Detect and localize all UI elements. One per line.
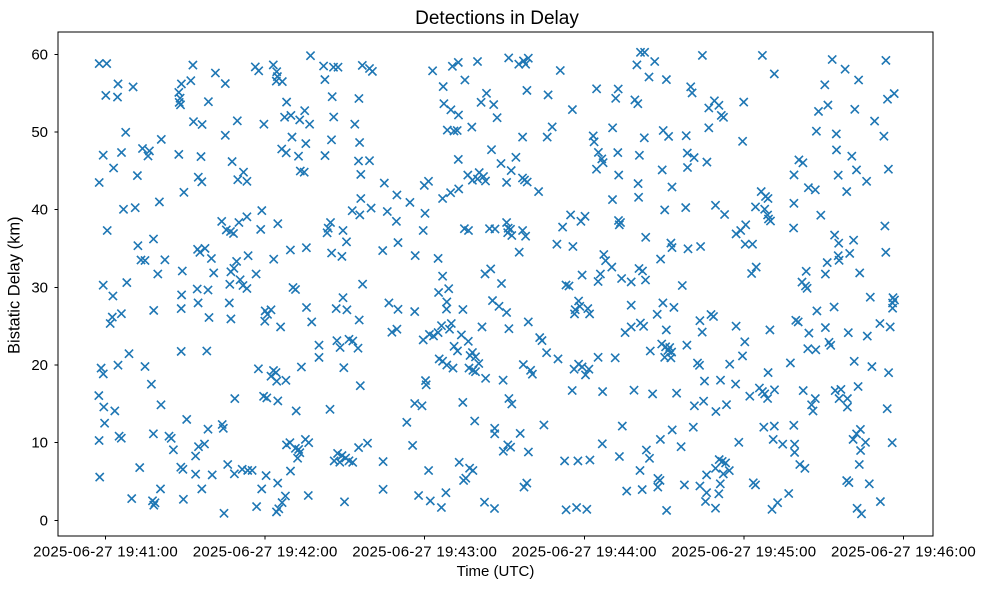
svg-text:0: 0 <box>40 512 48 529</box>
svg-text:Bistatic Delay (km): Bistatic Delay (km) <box>6 216 24 354</box>
svg-text:20: 20 <box>31 357 48 374</box>
svg-text:2025-06-27 19:42:00: 2025-06-27 19:42:00 <box>193 544 338 561</box>
svg-text:Time (UTC): Time (UTC) <box>457 563 535 580</box>
svg-text:2025-06-27 19:41:00: 2025-06-27 19:41:00 <box>33 544 178 561</box>
svg-text:60: 60 <box>31 46 48 63</box>
svg-text:40: 40 <box>31 202 48 219</box>
svg-text:2025-06-27 19:46:00: 2025-06-27 19:46:00 <box>831 544 976 561</box>
svg-text:2025-06-27 19:43:00: 2025-06-27 19:43:00 <box>352 544 497 561</box>
svg-text:2025-06-27 19:44:00: 2025-06-27 19:44:00 <box>512 544 657 561</box>
svg-text:Detections in Delay: Detections in Delay <box>415 8 579 29</box>
svg-text:30: 30 <box>31 279 48 296</box>
svg-text:2025-06-27 19:45:00: 2025-06-27 19:45:00 <box>671 544 816 561</box>
svg-text:10: 10 <box>31 435 48 452</box>
svg-text:50: 50 <box>31 124 48 141</box>
